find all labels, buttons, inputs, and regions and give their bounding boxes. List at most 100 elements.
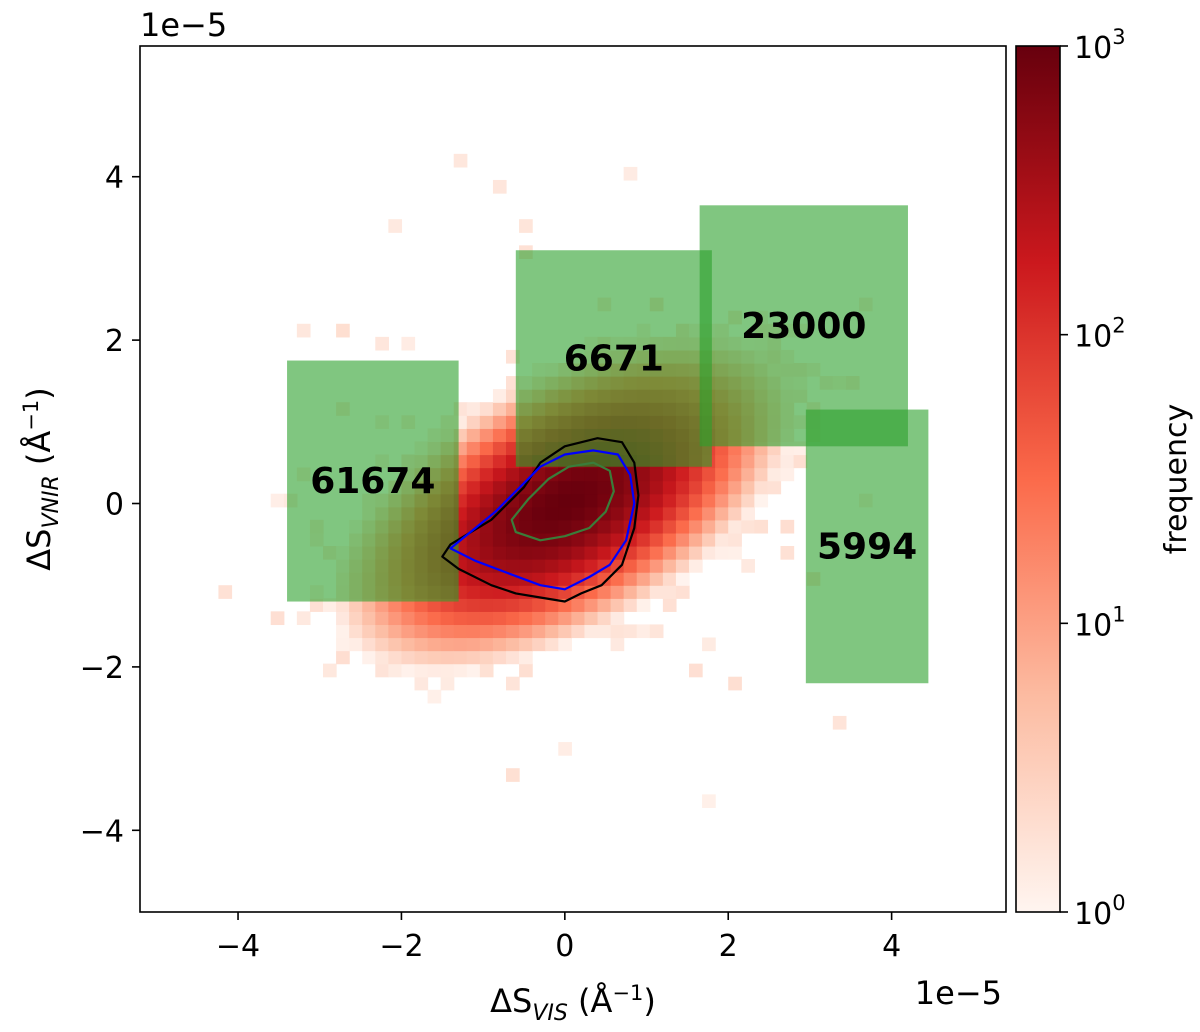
heatmap-cell [388,624,403,639]
contour-lines [441,437,640,603]
heatmap-cell [492,545,507,560]
heatmap-cell [636,493,651,508]
heatmap-cell [466,493,481,508]
heatmap-cell [728,519,742,534]
heatmap-cell [571,572,586,586]
x-tick-label: −2 [379,929,423,964]
heatmap-cell [492,389,507,403]
heatmap-cell [728,493,742,508]
heatmap-cell [558,624,572,639]
heatmap-cell [506,598,520,612]
heatmap-cell [597,572,612,586]
heatmap-cell [427,650,442,665]
heatmap-cell [427,598,442,612]
heatmap-cell [610,572,625,586]
heatmap-cell [466,624,481,639]
heatmap-cell [649,624,664,639]
heatmap-cell [610,624,625,639]
heatmap-cell [558,506,572,521]
heatmap-cell [558,572,572,586]
heatmap-cell [610,519,625,534]
heatmap-cell [362,598,376,612]
heatmap-cell [610,637,625,652]
heatmap-cell [414,624,429,639]
heatmap-cell [649,585,664,599]
x-tick-label: −4 [216,929,260,964]
heatmap-cell [597,519,612,534]
heatmap-cell [715,467,729,482]
heatmap-cell [401,650,416,665]
region-box-61674 [287,360,459,602]
heatmap-cell [767,480,782,495]
heatmap-cell [532,624,546,639]
heatmap-cell [675,545,690,560]
heatmap-cell [610,506,625,521]
heatmap-cell [662,532,677,547]
heatmap-cell [610,467,625,482]
y-tick-label: −2 [80,651,124,686]
heatmap-cell [610,493,625,508]
heatmap-cell [623,493,638,508]
heatmap-cell [519,559,533,573]
heatmap-cell [545,598,559,612]
heatmap-cell [780,467,795,482]
heatmap-cell [440,676,455,691]
heatmap-cell [584,532,599,547]
heatmap-cell [623,624,638,639]
heatmap-cell [323,663,337,678]
region-label-5994: 5994 [817,526,917,567]
heatmap-cell [675,519,690,534]
heatmap-cell [270,493,285,508]
heatmap-cell [453,663,468,678]
heatmap-cell [519,650,533,665]
heatmap-cell [336,323,350,338]
heatmap-cell [754,480,769,495]
colorbar-label: frequency [1159,404,1194,554]
heatmap-cell [610,598,625,612]
heatmap-cell [636,624,651,639]
contour-line-2 [510,461,615,542]
heatmap-cell [519,506,533,521]
heatmap-cell [362,611,376,626]
heatmap-cell [636,545,651,560]
heatmap-cell [610,585,625,599]
heatmap-cell [388,650,403,665]
heatmap-cell [545,519,559,534]
heatmap-cell [623,480,638,495]
heatmap-cell [636,559,651,573]
heatmap-cell [336,650,350,665]
heatmap-cell [571,532,586,547]
colorbar-ticks: 100 101 102 103 [1060,25,1126,932]
heatmap-cell [414,598,429,612]
heatmap-cell [610,611,625,626]
heatmap-cell [728,506,742,521]
heatmap-cell [440,598,455,612]
heatmap-cell [532,506,546,521]
heatmap-cell [571,624,586,639]
heatmap-cell [584,545,599,560]
heatmap-cell [675,532,690,547]
colorbar-frame [1015,45,1061,913]
heatmap-cell [375,598,389,612]
heatmap-cell [662,480,677,495]
heatmap-cell [662,585,677,599]
heatmap-cell [545,545,559,560]
heatmap-cell [479,480,494,495]
heatmap-cell [636,506,651,521]
y-tick-label: −4 [80,814,124,849]
heatmap-cell [662,506,677,521]
heatmap-cell [689,519,703,534]
heatmap-cell [492,572,507,586]
region-box-6671 [515,250,712,467]
heatmap-cell [636,572,651,586]
heatmap-cell [506,611,520,626]
heatmap-cell [532,519,546,534]
heatmap-cell [689,506,703,521]
heatmap-cell [702,794,716,809]
contour-line-1 [449,449,636,591]
heatmap-cell [571,467,586,482]
heatmap-cell [780,519,795,534]
heatmap-cell [780,454,795,469]
heatmap-cell [715,480,729,495]
heatmap-cell [702,545,716,560]
